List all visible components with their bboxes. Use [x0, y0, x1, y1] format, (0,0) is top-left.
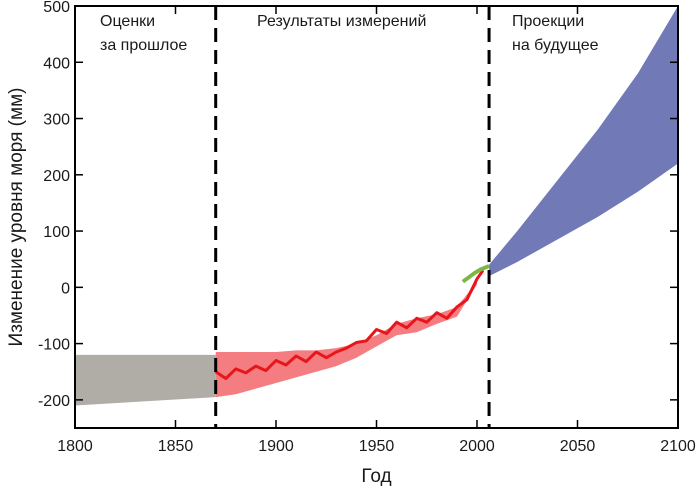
- region-label-future: Проекции на будущее: [512, 13, 599, 54]
- region-label-measured-line-0: Результаты измерений: [257, 13, 426, 30]
- y-tick-label-300: 300: [43, 112, 70, 129]
- region-label-past: Оценки за прошлое: [100, 13, 187, 54]
- band-series-4: [489, 6, 678, 277]
- y-tick-label-100: 100: [43, 224, 70, 241]
- y-tick-label-0: 0: [61, 280, 70, 297]
- region-label-layer: Оценки за прошлое Результаты измерений Прое…: [100, 13, 599, 54]
- y-tick-label--100: -100: [38, 337, 70, 354]
- x-tick-label-1900: 1900: [258, 438, 294, 455]
- x-tick-label-2000: 2000: [459, 438, 495, 455]
- region-label-past-line-1: за прошлое: [100, 37, 187, 54]
- region-label-future-line-0: Проекции: [512, 13, 584, 30]
- line-series-2: [214, 269, 485, 380]
- y-axis-label: Изменение уровня моря (мм): [6, 88, 27, 347]
- region-label-measured: Результаты измерений: [257, 13, 426, 30]
- x-tick-label-2050: 2050: [560, 438, 596, 455]
- x-axis-label: Год: [361, 466, 391, 487]
- y-tick-label--200: -200: [38, 393, 70, 410]
- line-series-3: [461, 264, 490, 284]
- x-tick-label-2100: 2100: [660, 438, 696, 455]
- line-layer: [214, 264, 490, 380]
- y-tick-label-500: 500: [43, 0, 70, 16]
- x-tick-label-1950: 1950: [359, 438, 395, 455]
- y-tick-label-400: 400: [43, 55, 70, 72]
- region-label-future-line-1: на будущее: [512, 37, 599, 54]
- y-tick-label-200: 200: [43, 168, 70, 185]
- region-label-past-line-0: Оценки: [100, 13, 155, 30]
- band-series-1: [215, 281, 477, 398]
- x-tick-label-1800: 1800: [57, 438, 93, 455]
- band-layer: [75, 6, 678, 406]
- band-series-0: [75, 354, 216, 406]
- tick-layer: 1800 1850 1900 1950 2000 2050 2100 -200 -100 0 100…: [38, 0, 696, 455]
- x-tick-label-1850: 1850: [158, 438, 194, 455]
- divider-layer: [214, 6, 491, 428]
